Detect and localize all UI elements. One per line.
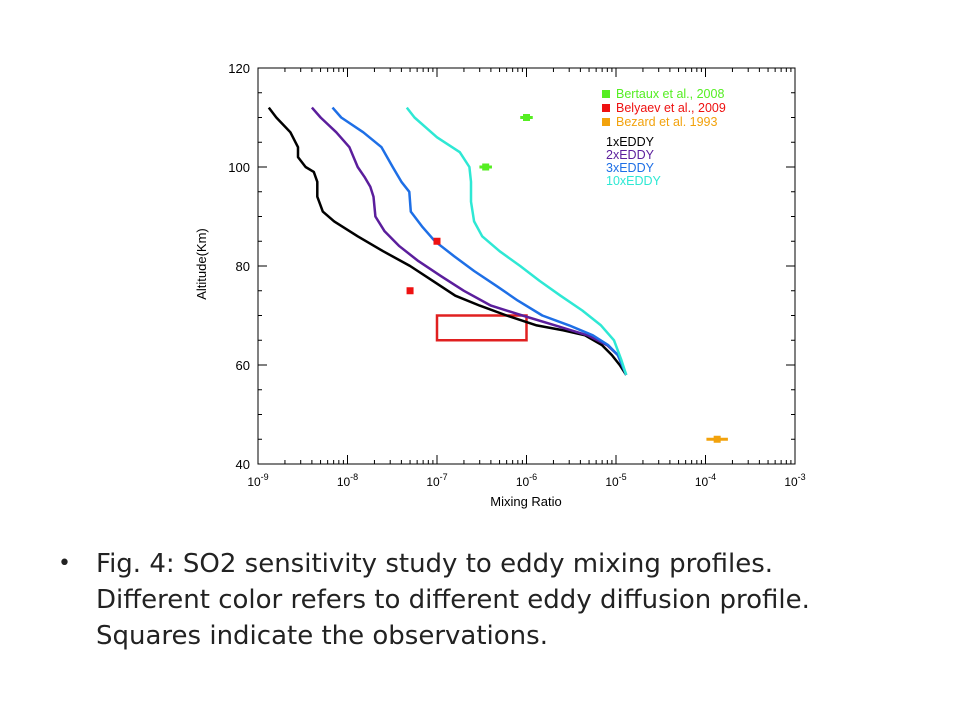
observation-marker <box>713 435 721 443</box>
axis-ticks <box>257 67 796 465</box>
y-tick-label: 40 <box>236 457 250 472</box>
legend-label: 3xEDDY <box>606 161 655 175</box>
legend-marker <box>602 90 610 98</box>
y-tick-label: 80 <box>236 259 250 274</box>
legend-marker <box>602 118 610 126</box>
y-tick-label: 120 <box>228 61 250 76</box>
chart: 10-9 10-8 10-7 10-6 10-5 10-4 10-3 40 60 80 100 120… <box>194 61 806 509</box>
series-line-10xeddy <box>405 106 628 376</box>
x-axis-label: Mixing Ratio <box>490 494 562 509</box>
observation-marker <box>482 163 490 171</box>
x-tick-label: 10-8 <box>337 472 358 489</box>
observations-layer <box>406 114 728 443</box>
caption-line: Fig. 4: SO2 sensitivity study to eddy mi… <box>96 549 774 579</box>
series-line-1xeddy <box>267 106 628 376</box>
observation-marker <box>523 114 530 121</box>
legend-label: 10xEDDY <box>606 174 662 188</box>
x-tick-label: 10-3 <box>784 472 805 489</box>
x-tick-label: 10-4 <box>695 472 716 489</box>
tick-labels: 10-9 10-8 10-7 10-6 10-5 10-4 10-3 40 60 80 100 120 <box>228 61 805 489</box>
highlight-box-layer <box>435 314 528 342</box>
legend-label: Bezard et al. 1993 <box>616 115 718 129</box>
y-tick-label: 60 <box>236 358 250 373</box>
series-layer <box>267 106 628 376</box>
x-tick-label: 10-9 <box>247 472 268 489</box>
legend-label: 1xEDDY <box>606 135 655 149</box>
legend-label: Belyaev et al., 2009 <box>616 101 726 115</box>
caption-line: Different color refers to different eddy… <box>96 585 810 615</box>
x-tick-label: 10-6 <box>516 472 537 489</box>
caption-line: Squares indicate the observations. <box>96 621 548 651</box>
x-tick-label: 10-5 <box>605 472 626 489</box>
legend-marker <box>602 104 610 112</box>
highlight-box <box>435 314 528 342</box>
caption-text: Fig. 4: SO2 sensitivity study to eddy mi… <box>96 546 926 654</box>
observation-marker <box>433 237 441 245</box>
legend-label: 2xEDDY <box>606 148 655 162</box>
series-line-2xeddy <box>310 106 628 376</box>
x-tick-label: 10-7 <box>426 472 447 489</box>
y-tick-label: 100 <box>228 160 250 175</box>
legend-label: Bertaux et al., 2008 <box>616 87 724 101</box>
series-line-3xeddy <box>331 106 628 376</box>
observation-marker <box>406 287 414 295</box>
y-axis-label: Altitude(Km) <box>194 228 209 300</box>
bullet: • <box>58 551 71 576</box>
